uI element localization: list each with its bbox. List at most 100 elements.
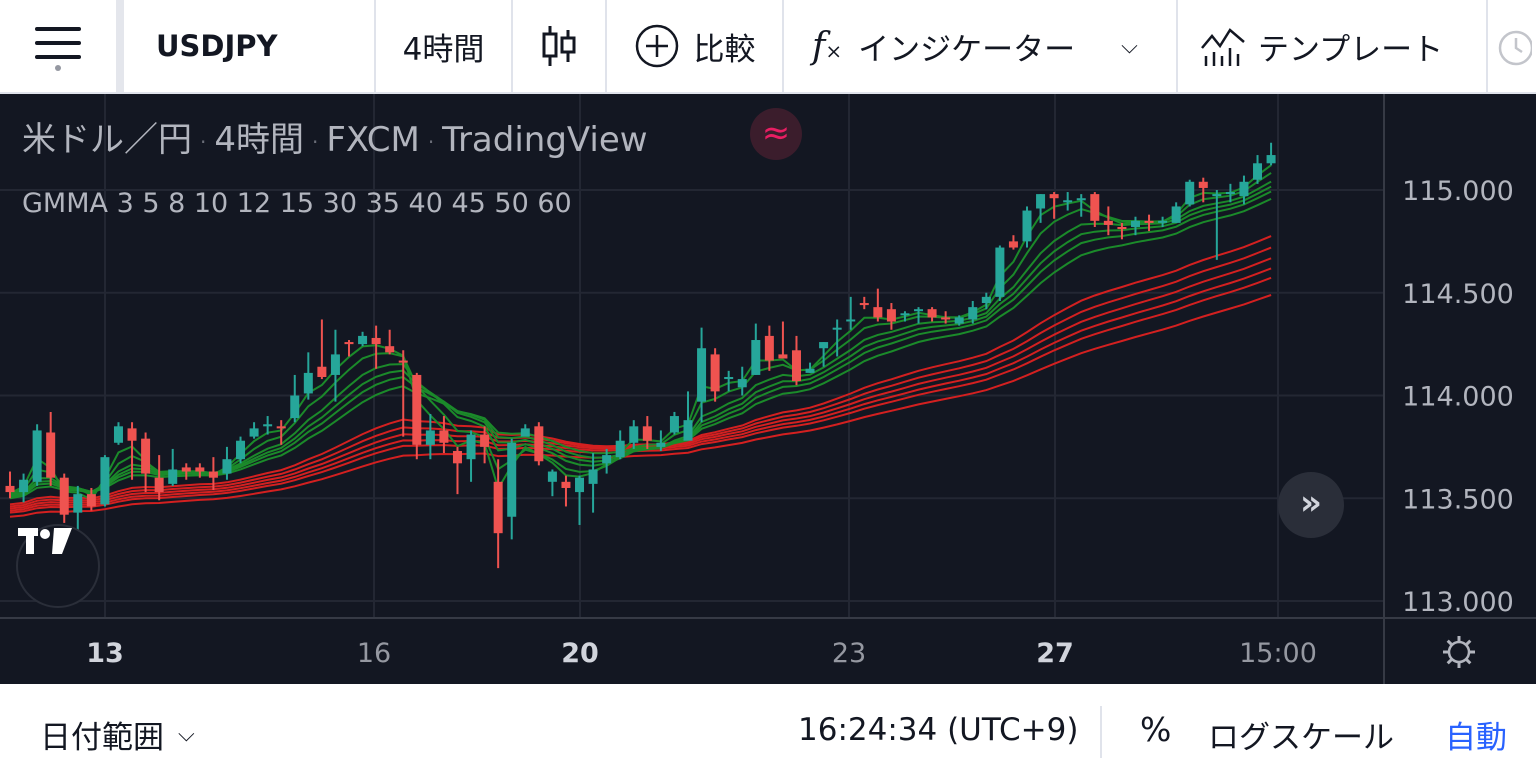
log-scale-button[interactable]: ログスケール bbox=[1208, 720, 1394, 756]
candle-body bbox=[791, 350, 801, 382]
candle-body bbox=[588, 469, 598, 484]
chevron-down-icon: ⌵ bbox=[1121, 33, 1138, 59]
candle-body bbox=[873, 307, 883, 318]
hamburger-icon bbox=[35, 27, 81, 71]
symbol-label: USDJPY bbox=[156, 29, 278, 63]
chevron-down-icon: ⌵ bbox=[178, 722, 195, 747]
menu-button[interactable] bbox=[0, 0, 124, 92]
indicators-label: インジケーター bbox=[858, 31, 1076, 68]
date-range-button[interactable]: 日付範囲 ⌵ bbox=[40, 712, 195, 757]
price-tick-label: 114.000 bbox=[1402, 382, 1514, 413]
candle-body bbox=[1212, 194, 1222, 197]
compare-label: 比較 bbox=[693, 31, 756, 68]
candle-body bbox=[859, 303, 869, 306]
candle-body bbox=[263, 424, 273, 427]
candle-body bbox=[1144, 220, 1154, 223]
bottom-toolbar: 日付範囲 ⌵ 16:24:34 (UTC+9) % ログスケール 自動 bbox=[0, 684, 1536, 778]
indicators-button[interactable]: f× インジケーター ⌵ bbox=[784, 0, 1178, 92]
top-toolbar: USDJPY 4時間 比較 f× インジケーター ⌵ bbox=[0, 0, 1536, 94]
candle-body bbox=[629, 426, 639, 443]
chart-style-button[interactable] bbox=[513, 0, 607, 92]
candle-body bbox=[832, 327, 842, 330]
candle-body bbox=[615, 440, 625, 458]
candle-body bbox=[249, 428, 259, 437]
candle-body bbox=[222, 459, 232, 474]
templates-button[interactable]: テンプレート bbox=[1178, 0, 1488, 92]
candle-body bbox=[683, 420, 693, 441]
candle-body bbox=[805, 368, 815, 373]
series-legend[interactable]: 米ドル／円 · 4時間 · FXCM · TradingView bbox=[22, 120, 648, 160]
gmma-short-line bbox=[9, 190, 1272, 498]
templates-icon bbox=[1201, 28, 1245, 66]
candle-body bbox=[466, 434, 476, 460]
market-status-icon[interactable]: ≈ bbox=[750, 108, 802, 160]
templates-label: テンプレート bbox=[1258, 31, 1444, 68]
candle-body bbox=[303, 372, 313, 394]
candle-body bbox=[141, 438, 151, 474]
tradingview-logo[interactable] bbox=[16, 524, 100, 608]
chart-area[interactable]: 115.000 114.500 114.000 113.500 113.000 13 16 2… bbox=[0, 94, 1536, 684]
alert-button[interactable] bbox=[1488, 0, 1536, 92]
symbol-search-button[interactable]: USDJPY bbox=[124, 0, 376, 92]
candle-body bbox=[425, 430, 435, 445]
candle-body bbox=[995, 247, 1005, 297]
indicator-legend[interactable]: GMMA 3 5 8 10 12 15 30 35 40 45 50 60 bbox=[22, 188, 572, 219]
candle-body bbox=[32, 430, 42, 482]
price-tick-label: 113.500 bbox=[1402, 484, 1514, 515]
time-tick-label: 27 bbox=[1036, 638, 1074, 669]
function-icon: f× bbox=[812, 25, 843, 67]
candle-body bbox=[276, 426, 286, 429]
candle-body bbox=[1225, 192, 1235, 195]
time-tick-label: 23 bbox=[832, 638, 866, 669]
tradingview-logo-icon bbox=[18, 528, 72, 554]
interval-button[interactable]: 4時間 bbox=[376, 0, 513, 92]
candle-body bbox=[547, 471, 557, 482]
legend-exchange: FXCM bbox=[326, 120, 420, 160]
candle-body bbox=[73, 494, 83, 513]
candle-body bbox=[86, 494, 96, 507]
candle-body bbox=[398, 360, 408, 363]
candle-body bbox=[1090, 194, 1100, 221]
legend-symbol-name: 米ドル／円 bbox=[22, 120, 192, 160]
candle-body bbox=[412, 374, 422, 445]
candle-body bbox=[371, 337, 381, 345]
price-chart[interactable]: 115.000 114.500 114.000 113.500 113.000 13 16 2… bbox=[0, 94, 1536, 684]
candle-body bbox=[954, 317, 964, 324]
candle-body bbox=[1036, 194, 1046, 209]
legend-interval: 4時間 bbox=[214, 120, 304, 160]
price-tick-label: 114.500 bbox=[1402, 279, 1514, 310]
candle-body bbox=[534, 426, 544, 462]
candle-body bbox=[669, 416, 679, 433]
candle-body bbox=[968, 307, 978, 320]
candle-body bbox=[1253, 163, 1263, 180]
candle-body bbox=[385, 346, 395, 353]
candle-body bbox=[452, 450, 462, 464]
candle-body bbox=[5, 485, 15, 493]
candle-body bbox=[330, 354, 340, 375]
candle-body bbox=[290, 395, 300, 419]
candle-body bbox=[507, 442, 517, 517]
candle-body bbox=[1239, 181, 1249, 197]
candle-body bbox=[520, 428, 530, 437]
candle-body bbox=[208, 471, 218, 478]
time-tick-label: 13 bbox=[86, 638, 124, 669]
candle-body bbox=[46, 432, 56, 478]
candle-body bbox=[1076, 198, 1086, 201]
candle-body bbox=[981, 296, 991, 304]
scroll-to-realtime-button[interactable]: » bbox=[1278, 472, 1344, 538]
candle-body bbox=[480, 434, 490, 447]
candle-body bbox=[575, 477, 585, 493]
alarm-clock-icon bbox=[1498, 30, 1532, 66]
percent-scale-button[interactable]: % bbox=[1140, 710, 1172, 749]
candle-body bbox=[344, 342, 354, 345]
chart-settings-gear-icon[interactable] bbox=[1443, 636, 1475, 668]
auto-scale-button[interactable]: 自動 bbox=[1445, 720, 1507, 756]
interval-label: 4時間 bbox=[402, 31, 485, 68]
gmma-long-line bbox=[9, 294, 1272, 518]
time-zone-clock[interactable]: 16:24:34 (UTC+9) bbox=[798, 712, 1079, 748]
candles-icon bbox=[542, 26, 576, 66]
candle-body bbox=[724, 377, 734, 380]
compare-button[interactable]: 比較 bbox=[607, 0, 784, 92]
time-tick-label: 15:00 bbox=[1239, 638, 1317, 669]
candle-body bbox=[778, 354, 788, 359]
